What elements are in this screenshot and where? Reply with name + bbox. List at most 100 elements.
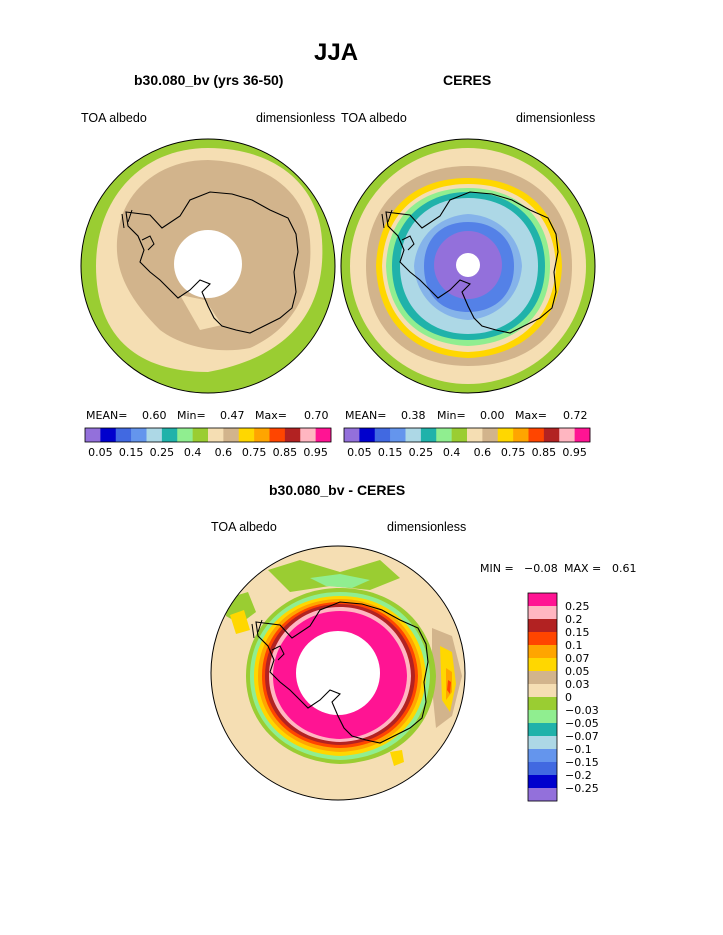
- colorbar3-swatch: [528, 723, 557, 737]
- panel3-map: [211, 546, 465, 800]
- colorbar2-frame: [343, 427, 591, 443]
- colorbar3-tick-label: −0.07: [565, 730, 599, 743]
- colorbar3-tick-label: 0.03: [565, 678, 590, 691]
- panel2-mean-value: 0.38: [401, 409, 426, 422]
- colorbar2-swatch: [405, 428, 422, 442]
- colorbar3-tick-label: −0.03: [565, 704, 599, 717]
- colorbar3-swatch: [528, 645, 557, 659]
- colorbar1-frame: [84, 427, 332, 443]
- colorbar1-swatch: [223, 428, 240, 442]
- colorbar1-tick-label: 0.4: [184, 446, 202, 459]
- colorbar2-swatch: [574, 428, 591, 442]
- colorbar1-swatch: [161, 428, 178, 442]
- panel3-min-label: MIN =: [480, 562, 514, 575]
- colorbar2-swatch: [559, 428, 575, 442]
- panel3-red-patch-right: [447, 680, 451, 694]
- panel3-peninsula: [251, 619, 285, 661]
- panel2-units-label: dimensionless: [516, 111, 596, 125]
- panel2-max-value: 0.72: [563, 409, 588, 422]
- colorbar3-swatch: [528, 775, 557, 789]
- colorbar3-tick-label: −0.1: [565, 743, 592, 756]
- figure-title: JJA: [314, 39, 359, 66]
- panel1-mean-value: 0.60: [142, 409, 167, 422]
- colorbar2-tick-label: 0.6: [474, 446, 492, 459]
- panel2-title: CERES: [443, 72, 492, 88]
- colorbar2-swatch: [359, 428, 376, 442]
- colorbar2-swatches: [344, 428, 591, 442]
- colorbar2-tick-label: 0.05: [347, 446, 372, 459]
- colorbar1-tick-label: 0.95: [303, 446, 328, 459]
- colorbar2-swatch: [436, 428, 452, 442]
- panel3-max-value: 0.61: [612, 562, 637, 575]
- panel2-peninsula: [381, 209, 415, 251]
- colorbar1-swatch: [284, 428, 301, 442]
- colorbar1-tick-label: 0.6: [215, 446, 233, 459]
- colorbar1-swatch: [208, 428, 224, 442]
- colorbar3-swatch: [528, 697, 557, 711]
- panel3-yellow-patch-bottom: [390, 750, 404, 766]
- panel2-variable-label: TOA albedo: [341, 111, 407, 125]
- colorbar3-tick-label: 0.05: [565, 665, 590, 678]
- colorbar3-tick-label: 0: [565, 691, 572, 704]
- colorbar3-swatch: [528, 788, 557, 802]
- colorbar1-tick-label: 0.25: [150, 446, 175, 459]
- colorbar2-swatch: [543, 428, 560, 442]
- colorbar3-swatch: [528, 736, 557, 750]
- colorbar2-swatch: [467, 428, 483, 442]
- colorbar1-swatch: [131, 428, 147, 442]
- colorbar1-swatch: [100, 428, 117, 442]
- colorbar2-swatch: [344, 428, 360, 442]
- colorbar1-swatch: [269, 428, 286, 442]
- colorbar3-tick-label: −0.15: [565, 756, 599, 769]
- colorbar1-swatch: [177, 428, 193, 442]
- panel1-polar-hole: [174, 230, 242, 298]
- panel2-mean-label: MEAN=: [345, 409, 387, 422]
- colorbar1-swatch: [254, 428, 270, 442]
- colorbar2-swatch: [374, 428, 391, 442]
- colorbar3: [527, 592, 558, 802]
- colorbar1-ticks: 0.05 0.15 0.25 0.4 0.6 0.75 0.85 0.95: [88, 446, 328, 459]
- panel3-polar-hole: [296, 631, 380, 715]
- panel1-mean-label: MEAN=: [86, 409, 128, 422]
- colorbar2-swatch: [513, 428, 529, 442]
- colorbar3-tick-label: 0.15: [565, 626, 590, 639]
- colorbar2-swatch: [451, 428, 468, 442]
- panel1-map: [81, 139, 335, 393]
- colorbar1-swatch: [192, 428, 209, 442]
- colorbar3-swatch: [528, 671, 557, 685]
- panel2-min-label: Min=: [437, 409, 466, 422]
- panel1-wheat-notch: [180, 295, 222, 330]
- colorbar1-swatches: [85, 428, 332, 442]
- colorbar2-tick-label: 0.25: [409, 446, 434, 459]
- panel3-yellow-patch-left: [230, 610, 250, 634]
- panel1-title: b30.080_bv (yrs 36-50): [134, 72, 284, 88]
- panel3-max-label: MAX =: [564, 562, 602, 575]
- colorbar3-swatch: [528, 749, 557, 763]
- colorbar2-swatch: [482, 428, 499, 442]
- panel3-border: [210, 545, 466, 801]
- colorbar2-tick-label: 0.75: [501, 446, 526, 459]
- colorbar3-swatch: [528, 619, 557, 633]
- colorbar1: [84, 427, 332, 443]
- panel3-coastline: [255, 601, 429, 744]
- panel2-map: [341, 139, 595, 393]
- colorbar2-tick-label: 0.15: [378, 446, 403, 459]
- colorbar1-swatch: [315, 428, 332, 442]
- panel2-min-value: 0.00: [480, 409, 505, 422]
- colorbar2-ticks: 0.05 0.15 0.25 0.4 0.6 0.75 0.85 0.95: [347, 446, 587, 459]
- colorbar3-tick-label: 0.2: [565, 613, 583, 626]
- panel3-lightgreen-patch-top: [310, 574, 370, 588]
- panel1-units-label: dimensionless: [256, 111, 336, 125]
- colorbar2: [343, 427, 591, 443]
- colorbar3-tick-label: 0.1: [565, 639, 583, 652]
- colorbar2-tick-label: 0.85: [532, 446, 557, 459]
- colorbar1-swatch: [115, 428, 132, 442]
- panel1-variable-label: TOA albedo: [81, 111, 147, 125]
- colorbar3-tick-label: 0.07: [565, 652, 590, 665]
- panel1-peninsula: [121, 209, 155, 251]
- colorbar3-tick-label: 0.25: [565, 600, 590, 613]
- panel1-coastline: [125, 191, 299, 334]
- colorbar2-swatch: [420, 428, 437, 442]
- panel2-border: [340, 138, 596, 394]
